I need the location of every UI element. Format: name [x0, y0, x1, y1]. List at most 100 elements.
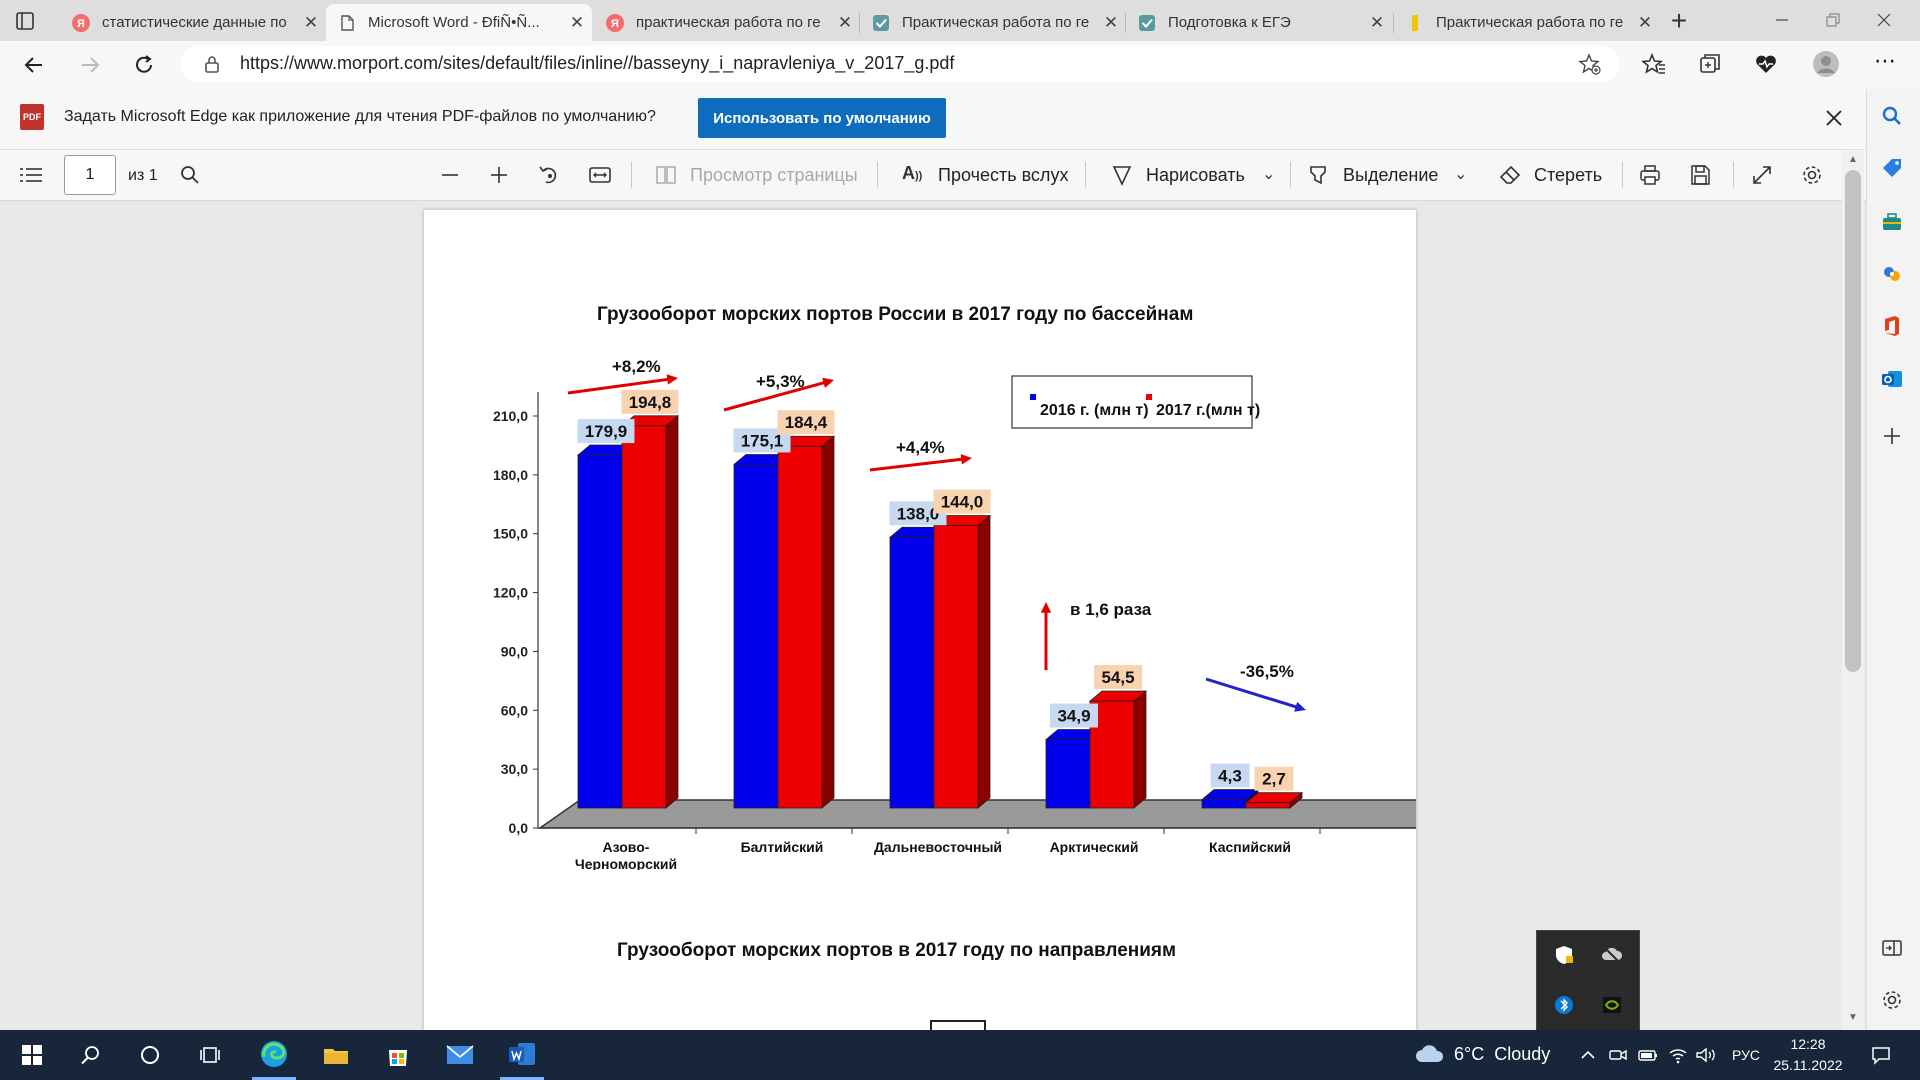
browser-tab[interactable]: Microsoft Word - ÐfiÑ•Ñ... ✕ — [326, 4, 592, 41]
weather-cloud-icon[interactable] — [1414, 1042, 1446, 1068]
sidebar-add-icon[interactable] — [1876, 420, 1908, 452]
weather-label[interactable]: 6°C Cloudy — [1454, 1044, 1551, 1064]
bluetooth-icon[interactable] — [1552, 993, 1576, 1017]
browser-tab[interactable]: Практическая работа по ге ✕ — [860, 4, 1126, 41]
restore-icon[interactable] — [1820, 8, 1844, 32]
scroll-up-icon[interactable]: ▲ — [1848, 154, 1858, 165]
change-label: -36,5% — [1240, 662, 1294, 681]
close-tab-icon[interactable]: ✕ — [569, 12, 585, 32]
file-explorer-icon[interactable] — [314, 1030, 358, 1080]
check-icon — [1138, 14, 1156, 32]
notification-icon[interactable] — [1866, 1030, 1896, 1080]
erase-label[interactable]: Стереть — [1534, 165, 1603, 185]
health-icon[interactable] — [1754, 52, 1778, 76]
draw-chevron-down-icon[interactable]: ⌄ — [1262, 166, 1276, 183]
sidebar-tools-icon[interactable] — [1876, 206, 1908, 238]
fullscreen-icon[interactable] — [1750, 163, 1774, 187]
new-tab-button[interactable]: + — [1670, 5, 1688, 36]
eraser-icon[interactable] — [1498, 163, 1522, 187]
edge-taskbar-icon[interactable] — [252, 1030, 296, 1080]
tab-actions-icon[interactable] — [14, 10, 36, 32]
task-view-icon[interactable] — [192, 1030, 228, 1080]
pdf-file-icon: PDF — [20, 104, 44, 130]
tray-chevron-up-icon[interactable] — [1578, 1030, 1598, 1080]
wifi-icon[interactable] — [1666, 1030, 1690, 1080]
contents-icon[interactable] — [18, 163, 44, 187]
input-language[interactable]: РУС — [1732, 1047, 1761, 1063]
address-bar[interactable] — [180, 46, 1620, 82]
sidebar-settings-icon[interactable] — [1876, 984, 1908, 1016]
sidebar-outlook-icon[interactable] — [1876, 363, 1908, 395]
scrollbar-thumb[interactable] — [1845, 170, 1861, 672]
highlight-icon[interactable] — [1306, 163, 1330, 187]
settings-gear-icon[interactable] — [1800, 163, 1824, 187]
mail-icon[interactable] — [438, 1030, 482, 1080]
highlight-label[interactable]: Выделение — [1343, 165, 1439, 185]
print-icon[interactable] — [1638, 163, 1662, 187]
sidebar-split-icon[interactable] — [1876, 932, 1908, 964]
battery-icon[interactable] — [1636, 1030, 1660, 1080]
back-icon[interactable] — [16, 47, 52, 83]
minimize-icon[interactable] — [1770, 8, 1794, 32]
forward-icon[interactable] — [72, 47, 108, 83]
browser-tab[interactable]: Подготовка к ЕГЭ ✕ — [1126, 4, 1392, 41]
favorites-icon[interactable] — [1640, 52, 1666, 76]
sidebar-search-icon[interactable] — [1876, 100, 1908, 132]
nvidia-icon[interactable] — [1600, 993, 1624, 1017]
save-icon[interactable] — [1688, 163, 1712, 187]
collections-icon[interactable] — [1698, 52, 1722, 76]
cortana-icon[interactable] — [132, 1030, 168, 1080]
fit-width-icon[interactable] — [588, 163, 612, 187]
browser-tab[interactable]: Практическая работа по ге ✕ — [1394, 4, 1660, 41]
meet-now-icon[interactable] — [1608, 1030, 1628, 1080]
toolbar-divider — [1733, 162, 1734, 188]
y-tick-label: 60,0 — [501, 702, 528, 718]
close-tab-icon[interactable]: ✕ — [303, 12, 319, 32]
windows-start-icon[interactable] — [14, 1030, 50, 1080]
onedrive-off-icon[interactable] — [1600, 943, 1624, 967]
page-view-icon[interactable] — [654, 163, 678, 187]
sidebar-games-icon[interactable] — [1876, 258, 1908, 290]
draw-icon[interactable] — [1110, 163, 1134, 187]
y-tick-label: 30,0 — [501, 761, 528, 777]
lock-icon[interactable] — [202, 54, 222, 74]
scroll-down-icon[interactable]: ▼ — [1848, 1012, 1858, 1023]
url-text[interactable]: https://www.morport.com/sites/default/fi… — [240, 53, 955, 73]
rotate-icon[interactable] — [537, 163, 561, 187]
yandex-icon: Я — [72, 13, 90, 32]
menu-icon[interactable]: ⋯ — [1874, 48, 1896, 73]
page-number-input[interactable]: 1 — [64, 155, 116, 195]
svg-text:Я: Я — [611, 18, 619, 30]
word-icon[interactable] — [500, 1030, 544, 1080]
sidebar-office-icon[interactable] — [1876, 310, 1908, 342]
zoom-out-icon[interactable] — [438, 163, 462, 187]
read-aloud-icon[interactable]: A)) — [902, 163, 923, 183]
add-favorite-icon[interactable] — [1578, 52, 1602, 76]
close-tab-icon[interactable]: ✕ — [1103, 12, 1119, 32]
tab-title: Microsoft Word - ÐfiÑ•Ñ... — [368, 14, 540, 31]
read-aloud-label[interactable]: Прочесть вслух — [938, 165, 1069, 185]
data-label-2016: 138,0 — [897, 504, 940, 523]
data-label-2016: 179,9 — [585, 422, 628, 441]
use-default-button[interactable]: Использовать по умолчанию — [698, 98, 946, 138]
search-icon[interactable] — [178, 163, 202, 187]
close-tab-icon[interactable]: ✕ — [1369, 12, 1385, 32]
volume-icon[interactable] — [1694, 1030, 1718, 1080]
draw-label[interactable]: Нарисовать — [1146, 165, 1245, 185]
highlight-chevron-down-icon[interactable]: ⌄ — [1454, 166, 1468, 183]
page-view-label[interactable]: Просмотр страницы — [690, 165, 858, 185]
close-tab-icon[interactable]: ✕ — [1637, 12, 1653, 32]
refresh-icon[interactable] — [126, 47, 162, 83]
profile-avatar-icon[interactable] — [1812, 50, 1840, 78]
taskbar-search-icon[interactable] — [72, 1030, 108, 1080]
system-clock[interactable]: 12:28 25.11.2022 — [1768, 1034, 1848, 1076]
close-infobar-icon[interactable] — [1822, 106, 1846, 130]
zoom-in-icon[interactable] — [487, 163, 511, 187]
sidebar-shopping-tag-icon[interactable] — [1876, 152, 1908, 184]
close-tab-icon[interactable]: ✕ — [837, 12, 853, 32]
store-icon[interactable] — [376, 1030, 420, 1080]
security-shield-icon[interactable] — [1552, 943, 1576, 967]
close-window-icon[interactable] — [1872, 8, 1896, 32]
